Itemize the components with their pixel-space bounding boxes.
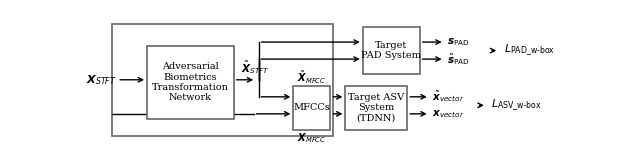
Text: $\boldsymbol{x}_{vector}$: $\boldsymbol{x}_{vector}$ xyxy=(432,108,465,120)
FancyBboxPatch shape xyxy=(363,27,420,74)
FancyBboxPatch shape xyxy=(293,86,330,130)
Text: $L_{\mathrm{ASV\_w\text{-}box}}$: $L_{\mathrm{ASV\_w\text{-}box}}$ xyxy=(491,98,541,113)
Text: Target ASV
System
(TDNN): Target ASV System (TDNN) xyxy=(348,93,404,123)
FancyBboxPatch shape xyxy=(147,46,234,119)
Text: MFCCs: MFCCs xyxy=(294,103,330,112)
Text: Target
PAD System: Target PAD System xyxy=(361,41,421,60)
Text: $\tilde{\boldsymbol{s}}_{\mathrm{PAD}}$: $\tilde{\boldsymbol{s}}_{\mathrm{PAD}}$ xyxy=(447,52,470,67)
Text: $\boldsymbol{X}_{STFT}$: $\boldsymbol{X}_{STFT}$ xyxy=(86,73,116,87)
Text: $L_{\mathrm{PAD\_w\text{-}box}}$: $L_{\mathrm{PAD\_w\text{-}box}}$ xyxy=(504,43,556,58)
Text: $\tilde{\boldsymbol{X}}_{STFT}$: $\tilde{\boldsymbol{X}}_{STFT}$ xyxy=(241,59,270,76)
Text: $\tilde{\boldsymbol{X}}_{MFCC}$: $\tilde{\boldsymbol{X}}_{MFCC}$ xyxy=(297,69,326,86)
Text: $\boldsymbol{X}_{MFCC}$: $\boldsymbol{X}_{MFCC}$ xyxy=(297,131,326,145)
Text: $\boldsymbol{s}_{\mathrm{PAD}}$: $\boldsymbol{s}_{\mathrm{PAD}}$ xyxy=(447,36,470,48)
Text: $\tilde{\boldsymbol{x}}_{vector}$: $\tilde{\boldsymbol{x}}_{vector}$ xyxy=(432,89,465,104)
FancyBboxPatch shape xyxy=(346,86,408,130)
Text: Adversarial
Biometrics
Transformation
Network: Adversarial Biometrics Transformation Ne… xyxy=(152,62,228,102)
